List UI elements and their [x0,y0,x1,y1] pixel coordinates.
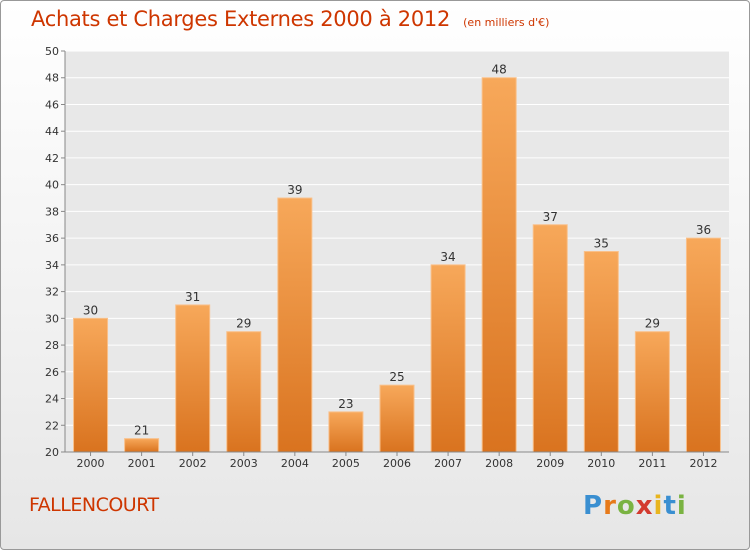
x-tick-label: 2001 [128,457,156,470]
proxiti-logo: Proxiti [583,491,687,521]
x-tick-label: 2012 [689,457,717,470]
x-tick-label: 2002 [179,457,207,470]
bar-value-label: 25 [389,370,404,384]
commune-name: FALLENCOURT [29,494,159,516]
y-tick-label: 48 [45,72,59,85]
bar-value-label: 29 [645,317,660,331]
bar-value-label: 21 [134,424,149,438]
logo-letter: t [663,491,677,521]
logo-letter: o [616,491,636,521]
y-tick-label: 44 [45,125,59,138]
x-tick-label: 2008 [485,457,513,470]
y-axis: 20 22 24 26 28 30 32 34 36 38 40 42 44 46 48 50 [45,45,66,459]
bars: 30 21 31 29 39 23 25 34 48 37 35 29 36 [73,63,721,453]
bar [634,331,670,453]
bar-value-label: 37 [543,210,558,224]
logo-letter: i [653,491,664,521]
bar-value-label: 34 [440,250,455,264]
y-tick-label: 36 [45,232,59,245]
bar-value-label: 36 [696,223,711,237]
bar [124,438,160,453]
y-tick-label: 26 [45,366,59,379]
logo-letter: r [603,491,617,521]
bar [430,264,466,453]
bar [175,304,211,453]
logo-letter: i [676,491,687,521]
bar [73,317,109,453]
y-tick-label: 20 [45,446,59,459]
bar [532,224,568,453]
x-tick-label: 2010 [587,457,615,470]
bar [328,411,364,453]
bar-value-label: 30 [83,303,98,317]
bar [583,251,619,453]
x-tick-label: 2009 [536,457,564,470]
bar [685,237,721,453]
x-axis: 2000 2001 2002 2003 2004 2005 2006 2007 2008 2009… [65,451,729,470]
logo-letter: x [635,491,654,521]
y-tick-label: 46 [45,98,59,111]
x-tick-label: 2011 [638,457,666,470]
y-tick-label: 34 [45,259,59,272]
bar-value-label: 31 [185,290,200,304]
bar [226,331,262,453]
y-tick-label: 38 [45,205,59,218]
y-tick-label: 30 [45,312,59,325]
chart-title-block: Achats et Charges Externes 2000 à 2012 (… [31,7,549,31]
x-tick-label: 2003 [230,457,258,470]
y-tick-label: 22 [45,419,59,432]
logo-letter: P [583,491,604,521]
x-tick-label: 2007 [434,457,462,470]
y-tick-label: 42 [45,152,59,165]
y-tick-label: 40 [45,179,59,192]
y-tick-label: 32 [45,286,59,299]
x-tick-label: 2004 [281,457,309,470]
x-tick-label: 2005 [332,457,360,470]
bar-value-label: 23 [338,397,353,411]
bar [379,384,415,453]
bar [277,197,313,453]
y-tick-label: 24 [45,393,59,406]
y-tick-label: 28 [45,339,59,352]
chart-unit: (en milliers d'€) [463,16,550,29]
bar-value-label: 29 [236,317,251,331]
bar-value-label: 35 [594,237,609,251]
bar-value-label: 39 [287,183,302,197]
bar-value-label: 48 [492,63,507,77]
chart-title: Achats et Charges Externes 2000 à 2012 [31,7,451,31]
x-tick-label: 2000 [77,457,105,470]
y-tick-label: 50 [45,45,59,58]
x-tick-label: 2006 [383,457,411,470]
bar [481,77,517,453]
